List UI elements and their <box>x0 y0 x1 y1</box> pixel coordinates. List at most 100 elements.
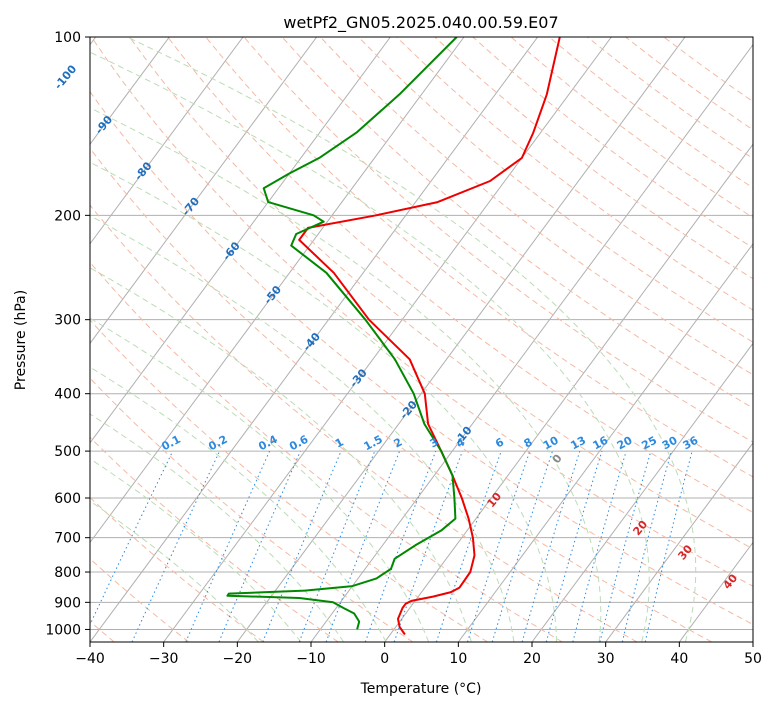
moist-adiabat-label: 0 <box>550 452 565 466</box>
temperature-profile <box>298 37 561 636</box>
y-tick-label: 800 <box>54 565 81 581</box>
dry-adiabat-label: -60 <box>220 239 243 263</box>
y-tick-label: 300 <box>54 313 81 329</box>
mixing-ratio-label: 0.2 <box>206 433 229 454</box>
isotherm-gridline <box>90 37 318 345</box>
isotherm-gridline <box>457 242 753 642</box>
isotherm-gridline <box>90 37 244 245</box>
labels-layer: 0.1 0.2 0.4 0.6 1 1.5 2 3 4 6 8 10 13 16 20 25 30 36-100-… <box>52 62 741 591</box>
mixing-ratio-label: 30 <box>660 434 680 453</box>
y-tick-label: 900 <box>54 595 81 611</box>
dry-adiabat <box>90 319 488 642</box>
moist-adiabat <box>90 51 650 642</box>
mixing-ratio-line <box>325 450 401 642</box>
grid-layer <box>90 37 753 642</box>
chart-title: wetPf2_GN05.2025.040.00.59.E07 <box>283 13 558 33</box>
dry-adiabat <box>358 37 753 343</box>
axes-layer: −40 −30 −20 −10 0 10 20 30 40 5010009008007006005… <box>45 30 762 667</box>
isotherm-gridline <box>384 143 753 642</box>
mixing-ratio-label: 20 <box>615 434 635 453</box>
y-tick-label: 200 <box>54 208 81 224</box>
isotherm-gridline <box>163 37 612 642</box>
mixing-ratio-label: 6 <box>493 435 506 450</box>
x-tick-label: 30 <box>597 651 615 667</box>
moist-adiabat-label: 10 <box>484 490 504 510</box>
mixing-ratio-label: 10 <box>541 434 561 453</box>
mixing-ratio-line <box>621 450 672 642</box>
x-tick-label: 0 <box>380 651 389 667</box>
dry-adiabat <box>548 37 753 189</box>
dewpoint-profile <box>226 37 458 630</box>
dry-adiabat-label: -30 <box>347 366 370 390</box>
isotherm-gridline <box>90 37 465 544</box>
mixing-ratio-line <box>185 450 271 642</box>
isotherm-gridline <box>752 641 753 642</box>
dry-adiabat <box>319 37 753 376</box>
dry-adiabat <box>90 147 712 642</box>
mixing-ratio-line <box>262 450 342 642</box>
moist-adiabat <box>90 107 602 642</box>
mixing-ratio-line <box>435 450 502 642</box>
x-tick-label: 40 <box>670 651 688 667</box>
moist-adiabat <box>90 366 387 642</box>
isotherm-gridline <box>531 342 753 642</box>
dry-adiabat-label: -100 <box>52 62 80 92</box>
dry-adiabat <box>90 90 753 626</box>
y-tick-label: 100 <box>54 30 81 46</box>
dry-adiabat <box>90 377 414 642</box>
dry-adiabat-label: -10 <box>452 424 475 448</box>
dry-adiabat <box>90 37 753 587</box>
mixing-ratio-label: 0.6 <box>287 433 311 454</box>
moist-adiabat <box>90 458 302 642</box>
dry-adiabat <box>510 37 753 219</box>
x-tick-label: −10 <box>296 651 326 667</box>
moist-adiabat <box>90 267 472 642</box>
mixing-ratio-label: 8 <box>522 435 535 450</box>
moist-adiabat <box>90 215 515 642</box>
isotherm-gridline <box>310 43 753 642</box>
dry-adiabat-label: -40 <box>300 330 323 354</box>
dry-adiabat <box>396 37 753 311</box>
moist-adiabat <box>90 500 259 642</box>
dry-adiabat-label: -80 <box>132 159 155 183</box>
dry-adiabat <box>434 37 753 280</box>
mixing-ratio-line <box>90 450 174 626</box>
x-tick-label: 50 <box>744 651 762 667</box>
mixing-ratio-line <box>491 450 553 642</box>
mixing-ratio-label: 0.1 <box>159 433 182 454</box>
dry-adiabat <box>90 261 563 642</box>
x-tick-label: −20 <box>223 651 253 667</box>
isotherm-gridline <box>90 37 170 146</box>
mixing-ratio-label: 0.4 <box>256 433 280 454</box>
moist-adiabat <box>90 317 430 642</box>
x-tick-label: −40 <box>75 651 105 667</box>
mixing-ratio-line <box>298 450 376 642</box>
mixing-ratio-line <box>572 450 627 642</box>
x-axis-label: Temperature (°C) <box>360 681 482 697</box>
moist-adiabat-label: 40 <box>720 571 740 591</box>
y-tick-label: 1000 <box>45 622 81 638</box>
dry-adiabat-label: -70 <box>179 195 202 219</box>
mixing-ratio-line <box>545 450 603 642</box>
isotherm-gridline <box>90 37 391 444</box>
moist-adiabat <box>90 161 557 642</box>
dry-adiabat <box>90 436 339 642</box>
mixing-ratio-label: 16 <box>591 434 611 453</box>
moist-adiabat <box>90 413 345 642</box>
mixing-ratio-line <box>521 450 581 642</box>
isotherm-gridline <box>90 37 539 642</box>
mixing-ratio-label: 36 <box>681 434 701 453</box>
moist-adiabat <box>126 37 697 642</box>
y-axis-label: Pressure (hPa) <box>13 290 29 390</box>
y-tick-label: 500 <box>54 444 81 460</box>
mixing-ratio-line <box>467 450 531 642</box>
isotherm-gridline <box>605 442 753 642</box>
x-tick-label: 10 <box>449 651 467 667</box>
dry-adiabat-label: -90 <box>93 113 116 137</box>
mixing-ratio-line <box>131 450 221 642</box>
mixing-ratio-line <box>599 450 652 642</box>
mixing-ratio-line <box>218 450 301 642</box>
dry-adiabat <box>90 496 264 642</box>
background-lines <box>90 37 753 642</box>
